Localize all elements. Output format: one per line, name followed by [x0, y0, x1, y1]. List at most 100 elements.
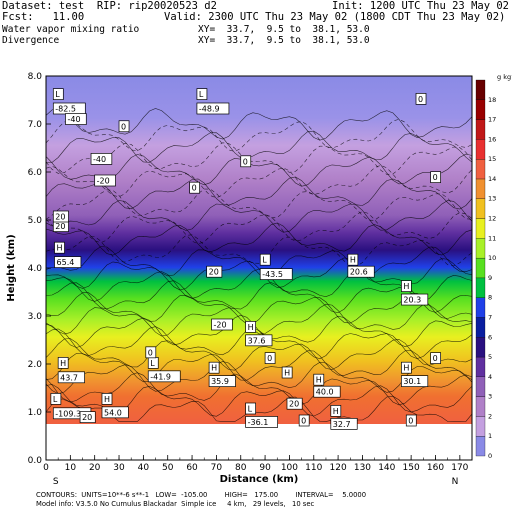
x-tick-label: 120 [330, 463, 347, 473]
field2-label: Divergence [2, 35, 60, 46]
contours-info: CONTOURS: UNITS=10**-6 s**-1 LOW= -105.0… [36, 491, 367, 499]
colorbar-label: 8 [488, 294, 492, 302]
colorbar-swatch [475, 99, 486, 120]
label-box-text: 32.7 [333, 420, 351, 429]
colorbar-label: 18 [488, 96, 496, 104]
label-box-text: 20 [55, 222, 65, 231]
colorbar-label: 13 [488, 195, 496, 203]
label-box-text: L [150, 359, 155, 368]
label-box-text: 0 [408, 417, 413, 426]
label-box-text: H [248, 323, 254, 332]
label-box [240, 155, 252, 168]
label-box [401, 361, 412, 374]
label-box [264, 352, 276, 364]
colorbar-swatch [475, 238, 486, 259]
colorbar-swatch [475, 396, 486, 417]
contour-line [45, 395, 473, 422]
y-tick-label: 2.0 [28, 360, 43, 370]
x-tick-label: 150 [403, 463, 420, 473]
label-box-text: L [53, 395, 58, 404]
label-box-text: L [199, 90, 204, 99]
x-tick-label: 130 [354, 463, 371, 473]
x-tick-label: 70 [211, 463, 223, 473]
endpoint-left: S [53, 477, 59, 487]
label-box-text: 20 [209, 268, 219, 277]
contour-line [45, 234, 473, 267]
moisture-field [46, 76, 472, 460]
label-box-text: -40 [93, 155, 106, 164]
contour-line [45, 350, 473, 383]
contour-line [45, 246, 473, 279]
label-box-text: -109.3 [55, 409, 81, 418]
colorbar-swatch [475, 159, 486, 180]
colorbar-label: 11 [488, 234, 496, 242]
colorbar-label: 14 [488, 175, 496, 183]
label-box [196, 102, 230, 115]
label-box-text: 30.1 [403, 377, 421, 386]
y-tick-label: 3.0 [28, 312, 43, 322]
x-tick-label: 100 [281, 463, 298, 473]
label-box [347, 265, 375, 278]
label-box-text: H [333, 407, 339, 416]
below-ground [46, 424, 472, 460]
label-box-text: H [60, 359, 66, 368]
colorbar-swatch [475, 416, 486, 437]
label-box [57, 371, 85, 384]
label-box-text: -40 [67, 115, 80, 124]
label-box-text: 0 [433, 173, 438, 182]
label-box-text: H [403, 282, 409, 291]
colorbar-swatch [475, 79, 486, 100]
xy2-label: XY= 33.7, 9.5 to 38.1, 53.0 [198, 35, 370, 46]
label-box-text: -20 [97, 177, 110, 186]
y-tick-label: 6.0 [28, 168, 43, 178]
label-box-text: -36.1 [248, 418, 269, 427]
fcst-label: Fcst: 11.00 [2, 11, 85, 23]
colorbar-label: 15 [488, 155, 496, 163]
x-tick-label: 60 [186, 463, 198, 473]
dataset-label: Dataset: test RIP: rip20020523 d2 [2, 0, 217, 12]
x-tick-label: 30 [113, 463, 125, 473]
label-box [245, 416, 278, 428]
label-box [208, 375, 236, 387]
label-box [401, 280, 412, 292]
x-axis-label: Distance (km) [220, 474, 299, 485]
endpoint-right: N [452, 477, 459, 487]
label-box [65, 113, 87, 125]
label-box-text: H [403, 364, 409, 373]
contour-line [45, 222, 473, 256]
contour-line [45, 361, 473, 395]
contour-line [45, 164, 473, 199]
label-box [405, 414, 417, 427]
label-box [145, 346, 157, 359]
label-box-text: 0 [267, 354, 272, 363]
contour-line [45, 372, 473, 406]
label-box [313, 385, 341, 398]
label-box [90, 153, 113, 165]
colorbar-label: 17 [488, 116, 496, 124]
label-box [415, 93, 427, 105]
label-box [54, 241, 65, 254]
moisture-gradient [46, 76, 472, 424]
label-box [52, 88, 64, 100]
colorbar-label: 12 [488, 215, 496, 223]
label-box [50, 393, 62, 405]
y-tick-label: 8.0 [28, 72, 43, 82]
label-box [147, 370, 181, 383]
label-box-text: 0 [243, 157, 248, 166]
label-box [52, 210, 69, 223]
label-box-text: 0 [433, 354, 438, 363]
label-box [401, 293, 429, 306]
label-box-text: 43.7 [60, 373, 78, 382]
label-box-text: L [248, 405, 253, 414]
label-box-text: -20 [214, 321, 227, 330]
label-box-text: H [211, 364, 217, 373]
model-info: Model info: V3.5.0 No Cumulus Blackadar … [36, 500, 315, 508]
contour-line [45, 142, 473, 175]
label-box-text: -41.9 [150, 372, 171, 381]
contour-line [45, 153, 473, 187]
x-tick-label: 20 [89, 463, 101, 473]
colorbar-units: g kg⁻¹ [497, 73, 512, 81]
contour-labels: L-82.5-40-40-20L-48.90000020H65.420L-43.… [50, 88, 441, 430]
label-box-text: 20 [82, 413, 92, 422]
